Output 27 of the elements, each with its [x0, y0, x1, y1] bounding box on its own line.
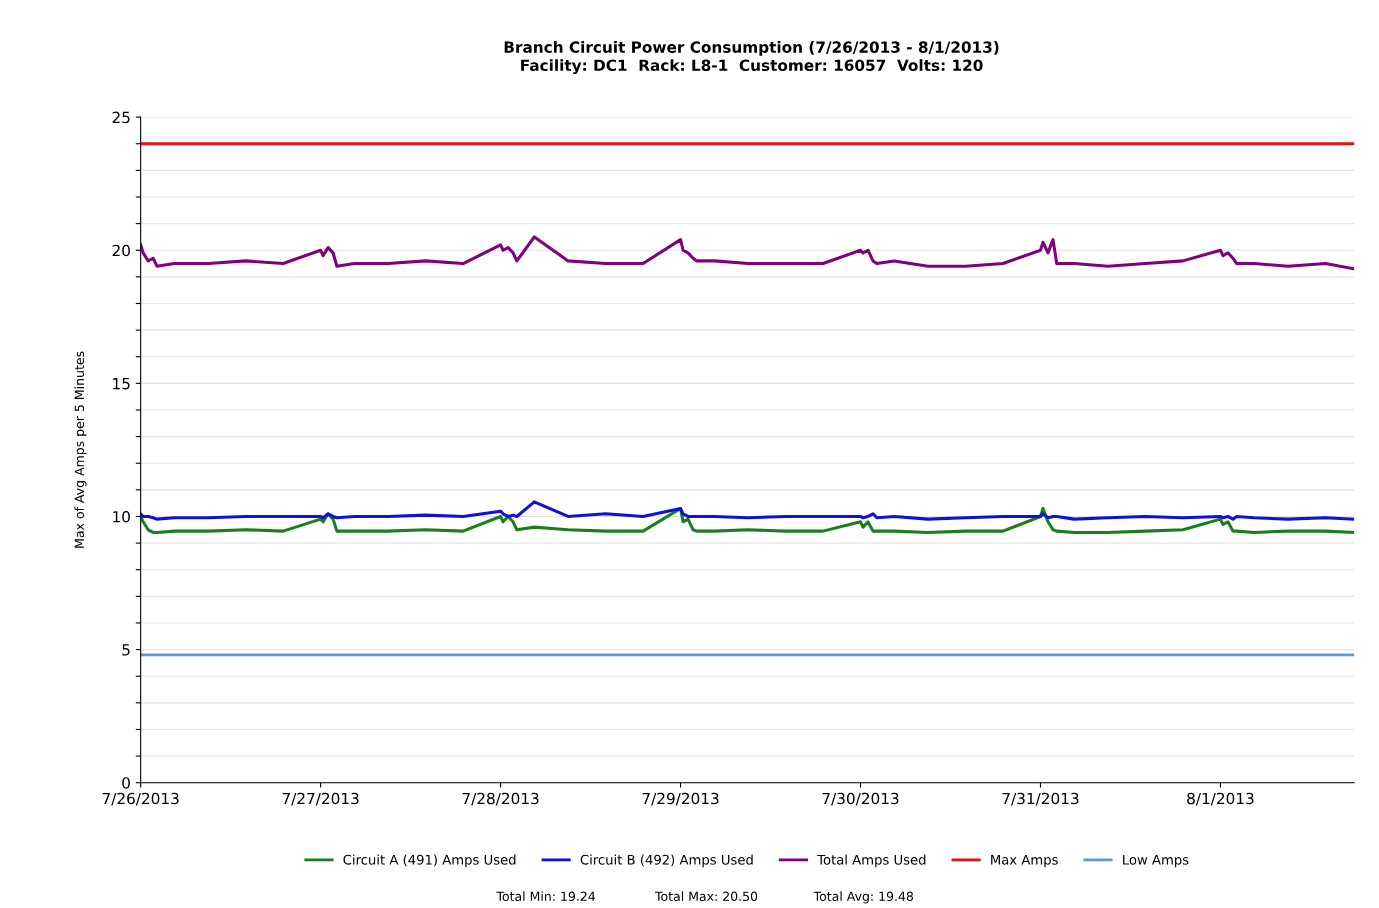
- y-tick-label: 5: [122, 644, 130, 656]
- legend-label: Total Amps Used: [817, 854, 926, 868]
- x-tick-label: 7/27/2013: [282, 792, 359, 806]
- text: Total Min: 19.24: [496, 891, 596, 902]
- text: Total Avg: 19.48: [813, 891, 914, 904]
- x-tick-label: 7/31/2013: [1002, 792, 1079, 806]
- legend-label: Max Amps: [991, 854, 1058, 868]
- text: Total Max: 20.50: [654, 891, 758, 902]
- y-tick-label: 20: [112, 244, 130, 257]
- legend-label: Low Amps: [1123, 854, 1189, 868]
- line-series: [140, 500, 1355, 521]
- line-series: [140, 506, 1355, 534]
- y-tick-label: 15: [113, 378, 130, 390]
- y-tick-label: 25: [112, 111, 130, 124]
- x-tick-label: 7/29/2013: [642, 792, 719, 806]
- chart-subtitle: Facility: DC1 Rack: L8-1 Customer: 16057 Volts: 120: [521, 59, 983, 75]
- y-axis-title: Max of Avg Amps per 5 Minutes: [74, 351, 87, 548]
- legend-label: Circuit A (491) Amps Used: [343, 854, 516, 868]
- chart-title: Branch Circuit Power Consumption (7/26/2013 - 8/1/2013): [504, 41, 999, 56]
- y-tick-label: 0: [122, 777, 130, 789]
- x-tick-label: 7/26/2013: [102, 792, 179, 806]
- x-tick-label: 8/1/2013: [1187, 792, 1254, 806]
- line-series: [140, 235, 1355, 271]
- y-tick-label: 10: [113, 510, 130, 523]
- x-tick-label: 7/28/2013: [462, 792, 539, 806]
- x-tick-label: 7/30/2013: [822, 792, 899, 806]
- legend-label: Circuit B (492) Amps Used: [580, 854, 753, 868]
